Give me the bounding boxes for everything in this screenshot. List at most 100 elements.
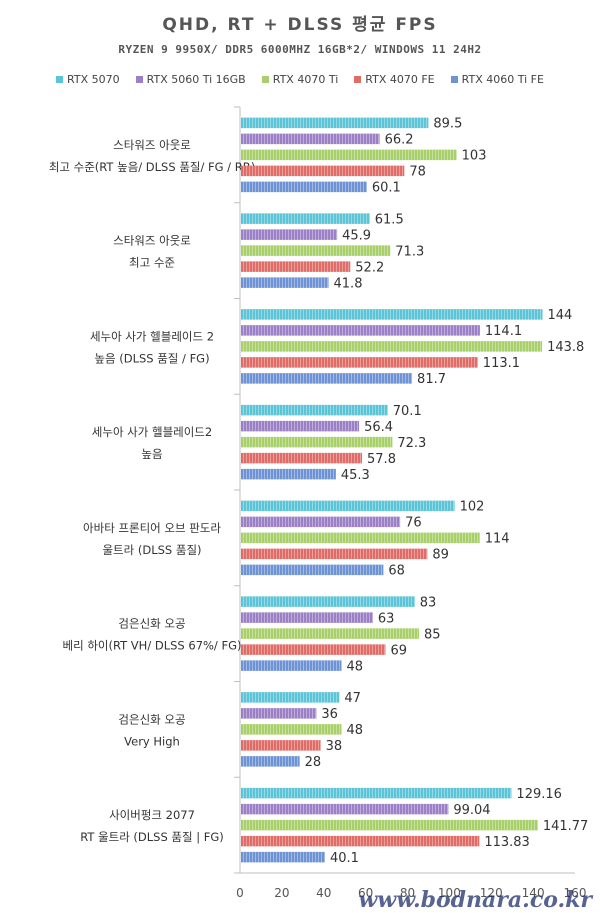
data-label: 141.77: [543, 819, 589, 834]
bar-texture: [241, 404, 388, 416]
data-label: 70.1: [393, 404, 422, 419]
data-label: 45.3: [341, 468, 370, 483]
legend-swatch: [354, 76, 362, 83]
data-label: 60.1: [372, 181, 401, 196]
data-label: 85: [424, 627, 441, 642]
bar-texture: [241, 165, 405, 177]
data-label: 71.3: [395, 244, 424, 259]
bar-texture: [241, 692, 340, 703]
legend-swatch: [135, 76, 143, 83]
bar-texture: [241, 787, 512, 799]
data-label: 40.1: [330, 851, 359, 866]
bar-texture: [241, 628, 419, 639]
bar-texture: [241, 851, 325, 863]
watermark: www.bodnara.co.kr: [358, 887, 592, 913]
category-label: RT 울트라 (DLSS 품질 | FG): [80, 830, 224, 844]
data-label: 66.2: [385, 133, 414, 148]
data-label: 68: [388, 564, 405, 579]
x-tick-label: 140: [522, 886, 545, 900]
data-label: 113.83: [484, 835, 529, 850]
category-label: 높음: [141, 447, 162, 461]
bar-texture: [241, 341, 543, 352]
bar-texture: [241, 373, 413, 384]
bar-texture: [241, 213, 370, 224]
legend-item: RTX 5070: [56, 73, 120, 86]
bar-texture: [241, 325, 480, 336]
x-tick-label: 80: [400, 886, 415, 900]
bar-texture: [241, 724, 342, 735]
data-label: 114: [485, 532, 510, 547]
x-tick-label: 120: [480, 886, 503, 900]
bar-texture: [241, 756, 300, 767]
chart-title: QHD, RT + DLSS 평균 FPS: [162, 15, 438, 35]
data-label: 52.2: [355, 260, 384, 275]
x-tick-label: 60: [358, 886, 373, 900]
legend-item: RTX 5060 Ti 16GB: [135, 73, 246, 86]
legend-label: RTX 5060 Ti 16GB: [146, 73, 246, 86]
data-label: 56.4: [364, 420, 393, 435]
legend-swatch: [261, 76, 269, 83]
data-label: 45.9: [342, 228, 371, 243]
data-label: 103: [462, 149, 487, 164]
category-label: 검은신화 오공: [118, 712, 185, 726]
data-label: 81.7: [417, 372, 446, 387]
legend-label: RTX 5070: [67, 73, 120, 86]
data-label: 47: [344, 691, 361, 706]
bar-texture: [241, 309, 543, 320]
legend-swatch: [450, 76, 458, 83]
bar-texture: [241, 229, 338, 240]
category-label: 높음 (DLSS 품질 / FG): [94, 351, 209, 365]
legend-item: RTX 4060 Ti FE: [450, 73, 544, 86]
bar-texture: [241, 660, 342, 671]
category-label: 스타워즈 아웃로: [113, 234, 191, 248]
bar-texture: [241, 740, 321, 751]
bar-texture: [241, 548, 428, 560]
data-label: 48: [347, 659, 364, 674]
category-label: 세누아 사가 헬블레이드 2: [90, 329, 214, 343]
bar-texture: [241, 835, 480, 847]
chart-subtitle: RYZEN 9 9950X/ DDR5 6000MHZ 16GB*2/ WIND…: [118, 43, 482, 56]
data-label: 57.8: [367, 452, 396, 467]
category-label: 울트라 (DLSS 품질): [102, 543, 201, 557]
data-label: 144: [548, 308, 573, 323]
bar-texture: [241, 149, 457, 161]
bar-texture: [241, 468, 336, 480]
legend-swatch: [56, 76, 64, 83]
bar-texture: [241, 803, 449, 815]
bar-texture: [241, 532, 480, 544]
category-label: 최고 수준(RT 높음/ DLSS 품질/ FG / RR): [49, 160, 255, 174]
bar-texture: [241, 644, 386, 655]
bar-texture: [241, 420, 360, 432]
data-label: 102: [460, 500, 485, 515]
legend-label: RTX 4060 Ti FE: [461, 73, 544, 86]
data-label: 89: [432, 548, 449, 563]
bar-texture: [241, 708, 317, 719]
data-label: 48: [347, 723, 364, 738]
bar-texture: [241, 612, 373, 623]
x-tick-label: 40: [316, 886, 331, 900]
data-label: 28: [305, 755, 322, 770]
bar-texture: [241, 436, 393, 448]
bar-texture: [241, 245, 391, 256]
bar-texture: [241, 277, 329, 288]
data-label: 38: [326, 739, 343, 754]
data-label: 36: [321, 707, 338, 722]
x-tick-label: 100: [438, 886, 461, 900]
bar-texture: [241, 819, 538, 831]
legend-label: RTX 4070 Ti: [272, 73, 339, 86]
category-label: 사이버펑크 2077: [109, 808, 195, 822]
bar-texture: [241, 564, 384, 576]
category-label: 최고 수준: [129, 256, 175, 270]
legend-item: RTX 4070 FE: [354, 73, 435, 86]
bar-texture: [241, 261, 351, 272]
x-tick-label: 160: [564, 886, 587, 900]
data-label: 99.04: [453, 803, 490, 818]
data-label: 72.3: [397, 436, 426, 451]
bar-texture: [241, 500, 455, 512]
bar-texture: [241, 516, 401, 528]
category-label: 아바타 프론티어 오브 판도라: [83, 521, 221, 535]
data-label: 143.8: [547, 340, 584, 355]
data-label: 41.8: [334, 276, 363, 291]
data-label: 61.5: [375, 212, 404, 227]
